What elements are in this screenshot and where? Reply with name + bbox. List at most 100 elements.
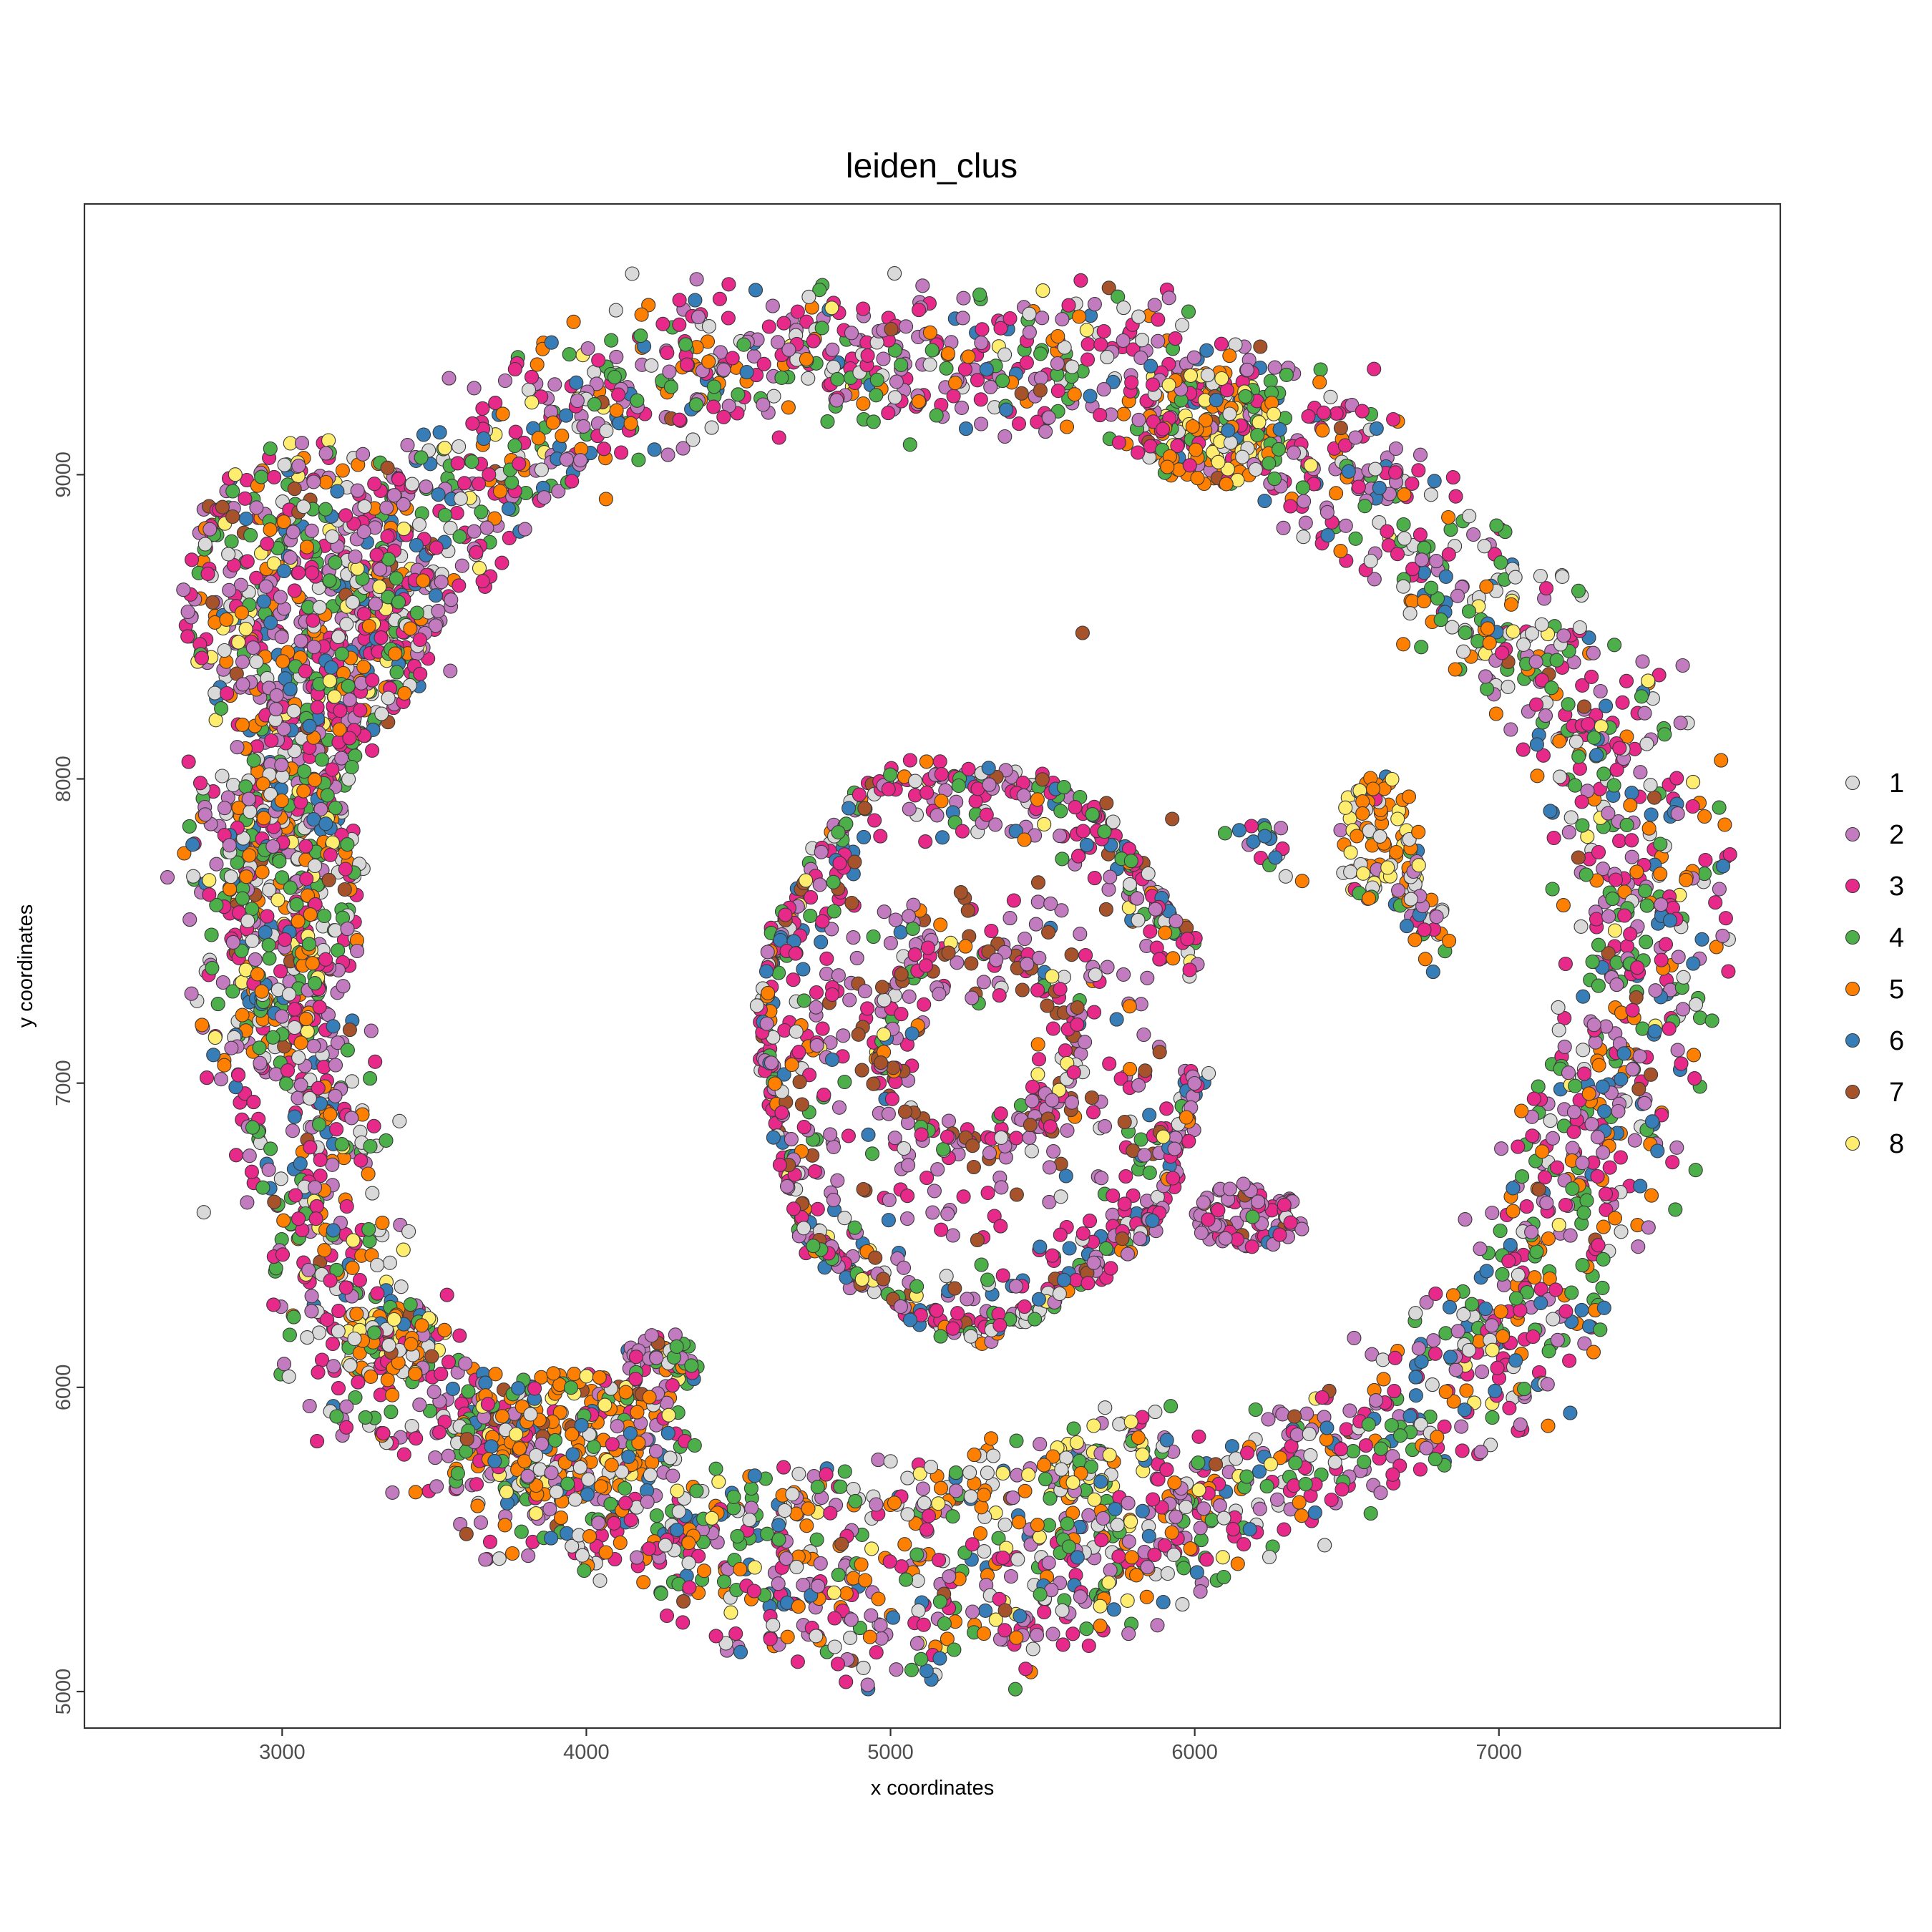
point-cluster-6 — [431, 487, 446, 502]
point-cluster-5 — [858, 1573, 873, 1588]
point-cluster-3 — [1665, 1155, 1680, 1170]
point-cluster-4 — [905, 921, 920, 936]
point-cluster-2 — [285, 1123, 301, 1138]
point-cluster-1 — [1511, 1267, 1526, 1282]
point-cluster-3 — [457, 476, 472, 491]
point-cluster-4 — [1176, 1561, 1191, 1576]
point-cluster-6 — [1109, 1012, 1124, 1027]
point-cluster-3 — [449, 505, 464, 521]
point-cluster-5 — [530, 357, 545, 372]
point-cluster-3 — [1087, 871, 1102, 886]
point-cluster-5 — [317, 1243, 332, 1258]
point-cluster-5 — [1488, 706, 1503, 721]
point-cluster-4 — [1639, 935, 1654, 950]
point-cluster-2 — [1196, 1501, 1211, 1516]
point-cluster-3 — [830, 1657, 846, 1672]
point-cluster-2 — [765, 298, 780, 313]
point-cluster-4 — [1704, 1013, 1719, 1028]
point-cluster-3 — [1006, 893, 1021, 908]
point-cluster-3 — [916, 1617, 931, 1632]
point-cluster-4 — [1579, 1193, 1594, 1208]
point-cluster-4 — [1485, 1410, 1500, 1425]
point-cluster-5 — [255, 864, 270, 879]
point-cluster-4 — [272, 854, 287, 869]
point-cluster-3 — [799, 314, 814, 329]
point-cluster-3 — [238, 491, 253, 506]
point-cluster-3 — [338, 1420, 354, 1435]
point-cluster-5 — [933, 1480, 949, 1496]
point-cluster-5 — [887, 1496, 902, 1511]
point-cluster-8 — [1485, 1342, 1500, 1357]
point-cluster-3 — [1413, 1462, 1428, 1477]
point-cluster-2 — [1670, 1043, 1685, 1058]
point-cluster-6 — [1156, 1594, 1171, 1610]
point-cluster-5 — [854, 1557, 869, 1572]
point-cluster-3 — [1106, 1188, 1121, 1204]
point-cluster-3 — [291, 1211, 306, 1226]
point-cluster-5 — [361, 1166, 376, 1181]
point-cluster-3 — [1214, 336, 1229, 351]
point-cluster-2 — [1161, 291, 1176, 306]
point-cluster-6 — [306, 812, 321, 827]
point-cluster-1 — [887, 266, 902, 281]
point-cluster-3 — [614, 445, 629, 460]
point-cluster-3 — [721, 311, 736, 326]
point-cluster-6 — [1189, 1565, 1204, 1580]
point-cluster-2 — [902, 989, 917, 1004]
point-cluster-2 — [1120, 1246, 1136, 1262]
point-cluster-3 — [441, 1355, 457, 1370]
point-cluster-7 — [337, 882, 352, 897]
point-cluster-4 — [1142, 1165, 1157, 1180]
point-cluster-2 — [1103, 869, 1118, 884]
point-cluster-1 — [328, 923, 343, 938]
point-cluster-2 — [826, 1139, 841, 1154]
point-cluster-3 — [1528, 697, 1544, 712]
point-cluster-2 — [1609, 977, 1624, 992]
point-cluster-5 — [356, 660, 371, 675]
point-cluster-1 — [897, 1141, 912, 1156]
point-cluster-4 — [1568, 1078, 1583, 1093]
point-cluster-2 — [434, 575, 449, 590]
point-cluster-2 — [318, 446, 333, 461]
point-cluster-2 — [1018, 931, 1033, 947]
point-cluster-7 — [1040, 998, 1055, 1013]
point-cluster-3 — [1367, 361, 1382, 376]
point-cluster-8 — [1087, 1492, 1102, 1507]
point-cluster-3 — [1045, 1021, 1060, 1036]
point-cluster-2 — [235, 654, 250, 669]
point-cluster-2 — [1342, 1403, 1357, 1418]
point-cluster-5 — [470, 1498, 485, 1513]
point-cluster-1 — [1372, 515, 1387, 530]
point-cluster-2 — [1116, 967, 1131, 982]
point-cluster-6 — [1320, 528, 1335, 543]
point-cluster-7 — [321, 872, 336, 887]
point-cluster-4 — [1443, 522, 1458, 537]
point-cluster-2 — [1078, 1035, 1093, 1050]
point-cluster-3 — [260, 909, 275, 924]
point-cluster-3 — [907, 947, 922, 962]
point-cluster-6 — [1686, 956, 1701, 971]
point-cluster-1 — [443, 520, 458, 535]
point-cluster-2 — [965, 990, 980, 1005]
point-cluster-5 — [961, 349, 976, 364]
point-cluster-4 — [1009, 1433, 1024, 1448]
point-cluster-2 — [629, 1550, 645, 1565]
point-cluster-7 — [1064, 947, 1079, 962]
point-cluster-1 — [1501, 679, 1516, 694]
point-cluster-3 — [339, 1199, 354, 1214]
point-cluster-3 — [973, 392, 988, 407]
point-cluster-2 — [899, 319, 914, 334]
point-cluster-1 — [917, 1496, 932, 1511]
point-cluster-1 — [1456, 644, 1471, 659]
point-cluster-1 — [1201, 1065, 1216, 1081]
point-cluster-5 — [791, 1599, 806, 1614]
point-cluster-1 — [492, 1551, 507, 1566]
point-cluster-3 — [1612, 834, 1627, 849]
point-cluster-1 — [277, 457, 292, 472]
point-cluster-3 — [902, 753, 917, 768]
point-cluster-1 — [452, 439, 467, 454]
point-cluster-1 — [671, 1504, 686, 1519]
point-cluster-1 — [1555, 569, 1570, 584]
point-cluster-1 — [1025, 1641, 1040, 1657]
point-cluster-2 — [1586, 645, 1601, 660]
